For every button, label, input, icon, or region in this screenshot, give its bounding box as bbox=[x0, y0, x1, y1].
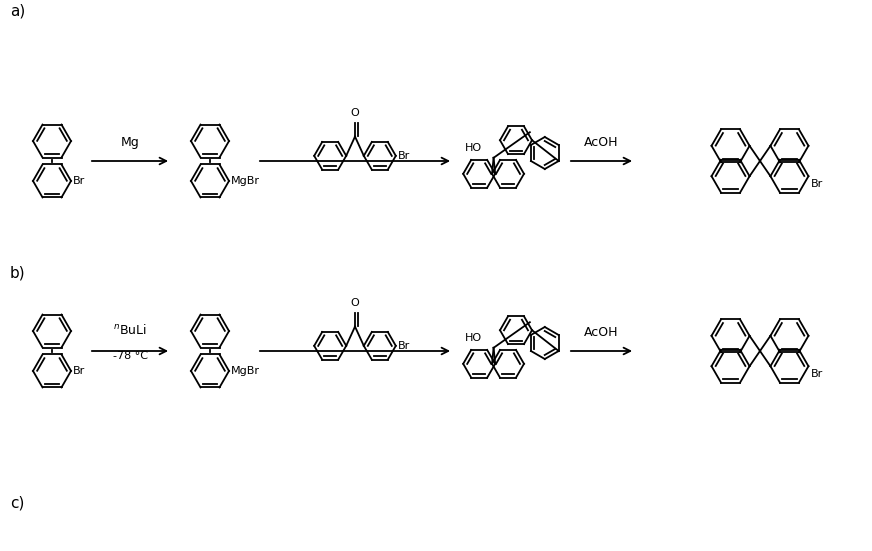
Text: Mg: Mg bbox=[120, 136, 140, 149]
Text: Br: Br bbox=[810, 179, 822, 189]
Text: Br: Br bbox=[73, 366, 85, 376]
Text: a): a) bbox=[10, 3, 25, 18]
Text: AcOH: AcOH bbox=[584, 326, 619, 339]
Text: HO: HO bbox=[465, 333, 481, 343]
Text: c): c) bbox=[10, 496, 24, 511]
Text: MgBr: MgBr bbox=[231, 176, 260, 186]
Text: Br: Br bbox=[810, 369, 822, 379]
Text: HO: HO bbox=[465, 143, 481, 153]
Text: Br: Br bbox=[398, 151, 410, 161]
Text: AcOH: AcOH bbox=[584, 136, 619, 149]
Text: $^{n}$BuLi: $^{n}$BuLi bbox=[113, 323, 146, 337]
Text: -78 °C: -78 °C bbox=[112, 351, 147, 361]
Text: MgBr: MgBr bbox=[231, 366, 260, 376]
Text: Br: Br bbox=[73, 176, 85, 186]
Text: Br: Br bbox=[398, 341, 410, 351]
Text: O: O bbox=[351, 298, 359, 308]
Text: O: O bbox=[351, 108, 359, 118]
Text: b): b) bbox=[10, 266, 25, 281]
